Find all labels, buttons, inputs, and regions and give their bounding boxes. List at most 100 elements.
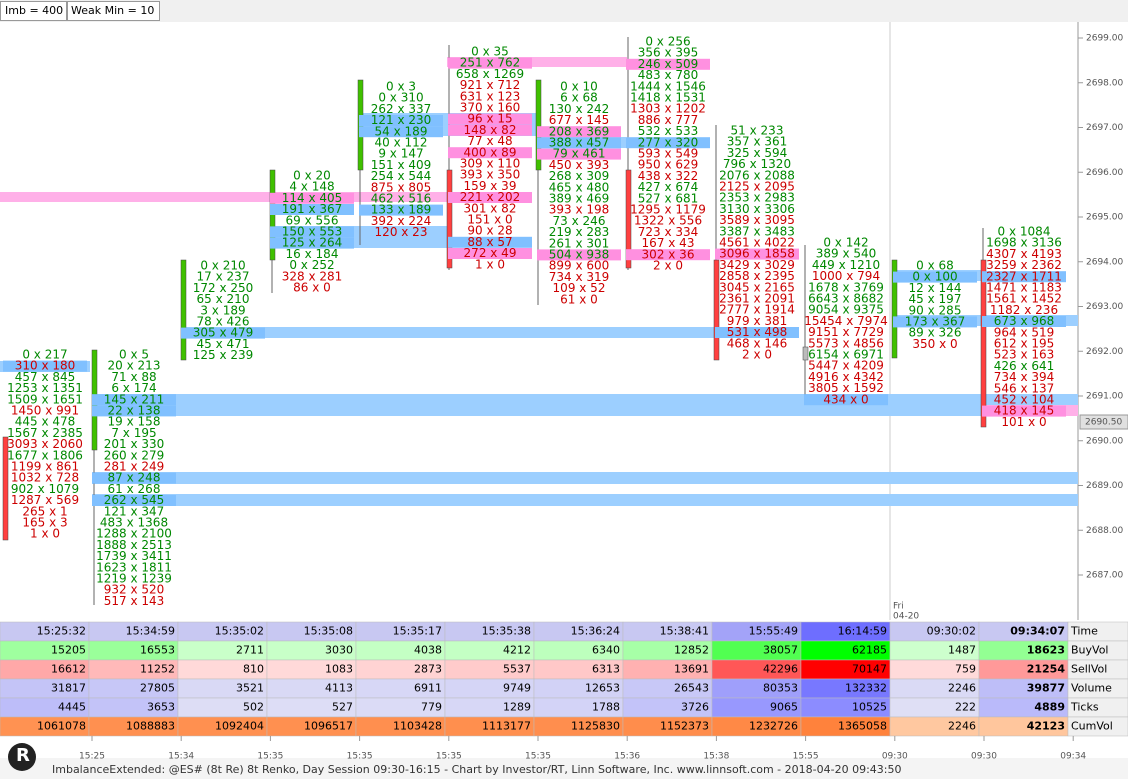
weak-box[interactable] [67,1,160,21]
time-label: 15:38 [703,752,729,762]
footprint-row: 325 x 594 [727,146,788,160]
footprint-row: 54 x 189 [375,124,428,138]
time-label: 15:36 [614,752,640,762]
footprint-row: 2353 x 2983 [719,191,795,205]
footprint-row: 1199 x 861 [11,460,79,474]
footprint-row: 125 x 239 [193,348,254,362]
footprint-row: 921 x 712 [460,78,521,92]
time-label: 15:35 [257,752,283,762]
table-value: 10525 [852,701,887,714]
footprint-row: 734 x 394 [994,370,1055,384]
footprint-row: 452 x 104 [994,393,1055,407]
candle [446,169,453,269]
imbalance-cell [448,147,532,159]
imbalance-cell [270,237,354,249]
footprint-row: 1322 x 556 [634,214,702,228]
imb-box[interactable] [0,1,67,21]
footprint-row: 87 x 248 [108,471,161,485]
imbalance-cell [537,137,621,149]
table-value: 1487 [948,644,976,657]
footprint-row: 483 x 1368 [100,516,168,530]
table-value: 15:34:59 [126,625,175,638]
table-value: 1365058 [838,720,887,733]
price-label: 2693.00 [1086,302,1123,312]
price-label: 2697.00 [1086,123,1123,133]
weak-label: Weak Min = 10 [71,4,154,17]
footprint-row: 1253 x 1351 [7,381,83,395]
footprint-row: 65 x 210 [197,292,250,306]
footprint-row: 875 x 805 [371,180,432,194]
imbalance-cell [804,394,888,406]
footprint-row: 4 x 148 [289,180,334,194]
footprint-row: 357 x 361 [727,135,788,149]
table-value: 2246 [948,720,976,733]
row-label: BuyVol [1071,644,1109,657]
band [92,394,1078,416]
band [92,494,1078,506]
footprint-row: 4561 x 4022 [719,236,795,250]
footprint-row: 61 x 268 [108,482,161,496]
footprint-row: 22 x 138 [108,404,161,418]
table-value: 16:14:59 [838,625,887,638]
footprint-row: 950 x 629 [638,158,699,172]
footprint-row: 3429 x 3029 [719,258,795,272]
table-value: 1125830 [571,720,620,733]
candle [625,169,632,269]
time-label: 15:55 [793,752,819,762]
row-label: CumVol [1071,720,1113,733]
row-label-cell [1067,716,1128,737]
table-value: 4212 [503,644,531,657]
table-value: 12653 [585,682,620,695]
footprint-row: 121 x 230 [371,113,432,127]
footprint-row: 6 x 68 [560,91,598,105]
footprint-row: 1295 x 1179 [630,203,706,217]
table-value: 502 [243,701,264,714]
footprint-row: 527 x 681 [638,191,699,205]
table-value: 779 [421,701,442,714]
imbalance-cell [715,248,799,260]
footprint-row: 673 x 968 [994,314,1055,328]
footprint-row: 400 x 89 [464,145,517,159]
table-value: 1088883 [126,720,175,733]
footprint-row: 0 x 100 [912,270,957,284]
price-label: 2691.00 [1086,392,1123,402]
time-label: 15:35 [347,752,373,762]
imbalance-cell [626,249,710,261]
footprint-row: 483 x 780 [638,68,699,82]
candle [535,79,542,171]
row-label: Ticks [1070,701,1099,714]
footprint-row: 45 x 471 [197,337,250,351]
table-value: 3030 [325,644,353,657]
footprint-row: 90 x 28 [467,224,512,238]
imbalance-cell [982,271,1066,283]
footprint-row: 78 x 426 [197,315,250,329]
table-value: 9065 [770,701,798,714]
footprint-row: 40 x 112 [375,136,428,150]
footprint-row: 254 x 544 [371,169,432,183]
time-label: 15:34 [168,752,194,762]
footprint-row: 9054 x 9375 [808,303,884,317]
footprint-row: 370 x 160 [460,101,521,115]
footprint-row: 1888 x 2513 [96,538,172,552]
current-price-box [1079,414,1128,430]
table-value: 132332 [845,682,887,695]
footprint-row: 593 x 549 [638,147,699,161]
footprint-row: 723 x 334 [638,225,699,239]
footprint-row: 3130 x 3306 [719,202,795,216]
band [181,327,716,338]
footprint-row: 393 x 198 [549,203,610,217]
footprint-row: 0 x 217 [22,348,67,362]
footprint-row: 389 x 540 [816,247,877,261]
imbalance-cell [448,236,532,248]
imbalance-cell [270,204,354,215]
footprint-row: 61 x 0 [560,292,598,306]
table-value: 11252 [140,663,175,676]
table-value: 3726 [681,701,709,714]
table-value: 2246 [948,682,976,695]
footprint-row: 2777 x 1914 [719,303,795,317]
footprint-row: 96 x 15 [467,112,512,126]
footprint-row: 0 x 68 [916,259,954,273]
footprint-row: 121 x 347 [104,504,165,518]
footprint-row: 51 x 233 [731,124,784,138]
